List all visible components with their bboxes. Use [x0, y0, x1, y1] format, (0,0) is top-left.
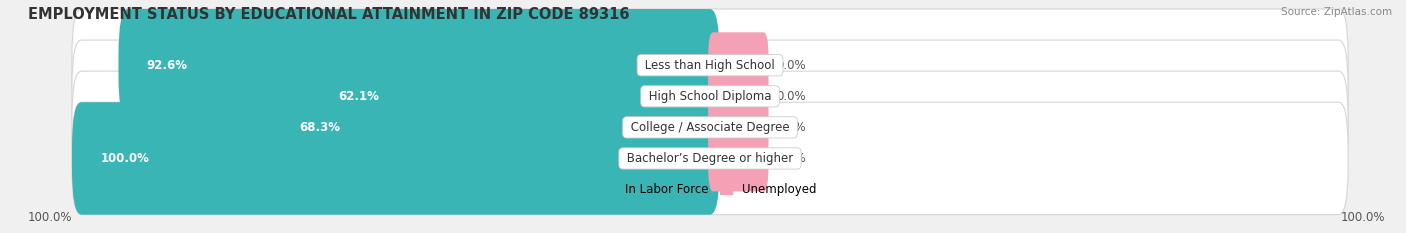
- FancyBboxPatch shape: [72, 71, 1348, 184]
- Text: 68.3%: 68.3%: [299, 121, 340, 134]
- Text: 0.0%: 0.0%: [776, 152, 806, 165]
- Text: 100.0%: 100.0%: [1340, 211, 1385, 224]
- FancyBboxPatch shape: [118, 9, 720, 121]
- FancyBboxPatch shape: [709, 94, 769, 160]
- Text: Source: ZipAtlas.com: Source: ZipAtlas.com: [1281, 7, 1392, 17]
- FancyBboxPatch shape: [709, 126, 769, 191]
- Text: Bachelor’s Degree or higher: Bachelor’s Degree or higher: [623, 152, 797, 165]
- Text: 92.6%: 92.6%: [146, 59, 188, 72]
- Text: 0.0%: 0.0%: [776, 121, 806, 134]
- Text: 0.0%: 0.0%: [776, 90, 806, 103]
- FancyBboxPatch shape: [709, 32, 769, 98]
- Text: 0.0%: 0.0%: [776, 59, 806, 72]
- Text: Less than High School: Less than High School: [641, 59, 779, 72]
- Text: 100.0%: 100.0%: [100, 152, 149, 165]
- Text: High School Diploma: High School Diploma: [645, 90, 775, 103]
- Text: 100.0%: 100.0%: [28, 211, 73, 224]
- Text: 62.1%: 62.1%: [339, 90, 380, 103]
- FancyBboxPatch shape: [311, 40, 720, 153]
- FancyBboxPatch shape: [271, 71, 720, 184]
- FancyBboxPatch shape: [72, 102, 1348, 215]
- FancyBboxPatch shape: [72, 9, 1348, 121]
- Text: EMPLOYMENT STATUS BY EDUCATIONAL ATTAINMENT IN ZIP CODE 89316: EMPLOYMENT STATUS BY EDUCATIONAL ATTAINM…: [28, 7, 630, 22]
- Text: College / Associate Degree: College / Associate Degree: [627, 121, 793, 134]
- FancyBboxPatch shape: [709, 63, 769, 129]
- FancyBboxPatch shape: [72, 102, 720, 215]
- Legend: In Labor Force, Unemployed: In Labor Force, Unemployed: [599, 178, 821, 201]
- FancyBboxPatch shape: [72, 40, 1348, 153]
